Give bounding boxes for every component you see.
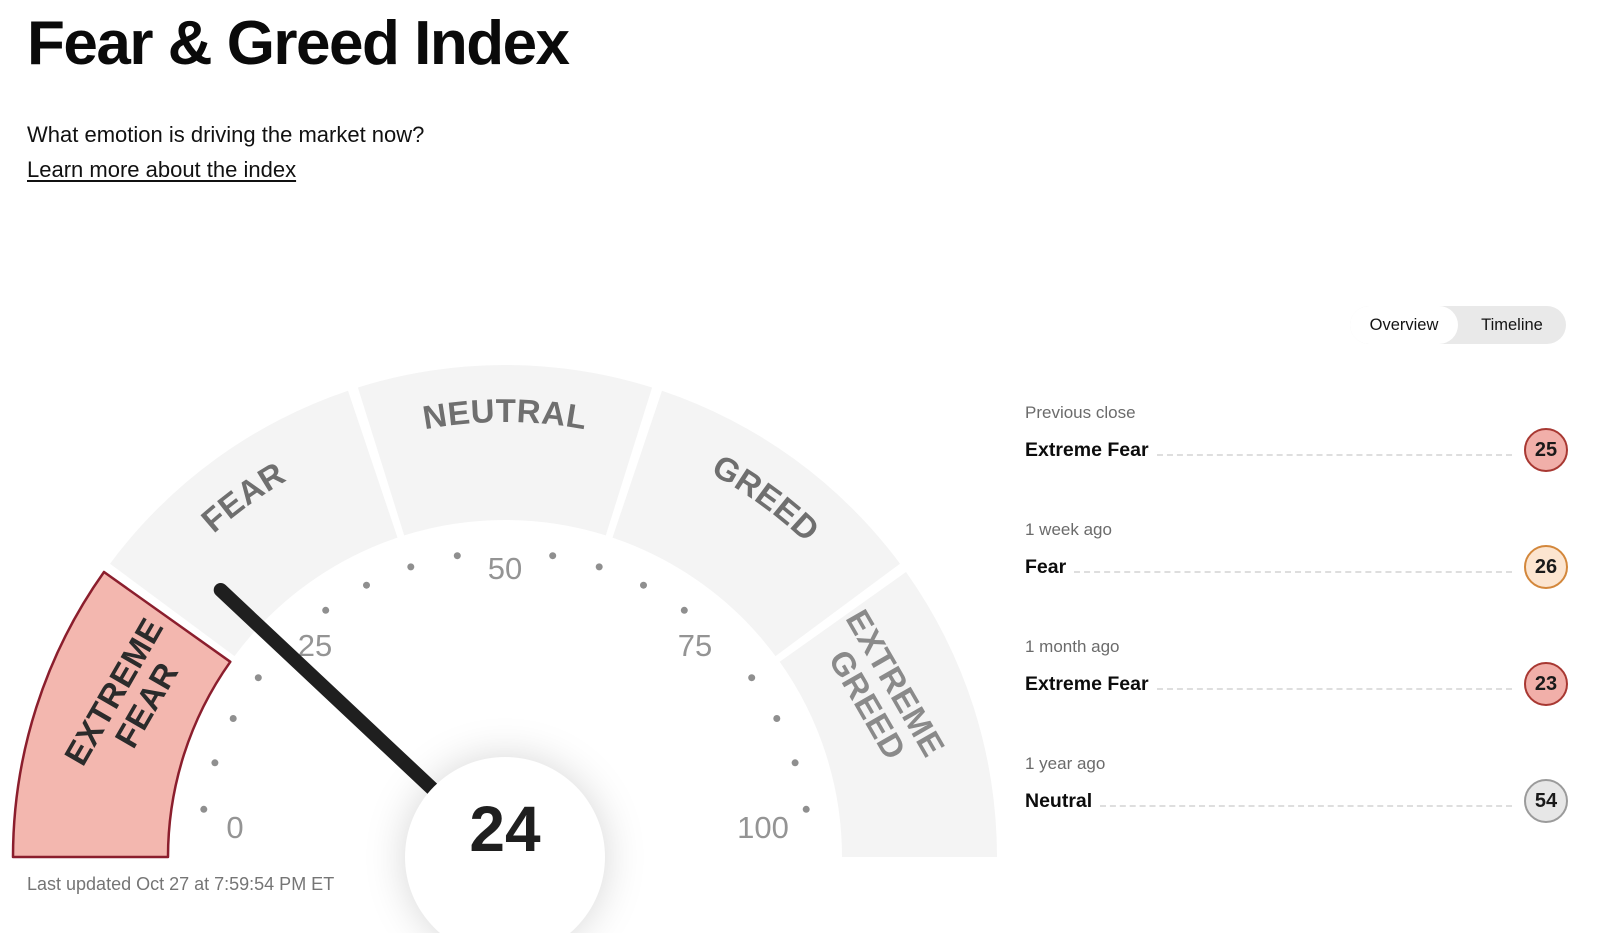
fear-greed-gauge: FEAR NEUTRAL GREED EXTREME FEAR EXTREME … xyxy=(11,364,997,933)
dotted-leader xyxy=(1156,688,1512,690)
dotted-leader xyxy=(1100,805,1512,807)
gauge-segment-extreme-greed xyxy=(779,572,997,857)
tab-timeline[interactable]: Timeline xyxy=(1458,306,1566,344)
gauge-tick-dots xyxy=(200,552,810,813)
gauge-segment-neutral xyxy=(357,364,653,536)
history-period-label: 1 year ago xyxy=(1025,754,1106,773)
history-main-line: Fear 26 xyxy=(1025,545,1568,589)
history-list: Previous close Extreme Fear 25 1 week ago Fe… xyxy=(1025,403,1568,871)
history-sentiment-label: Fear xyxy=(1025,555,1067,578)
page-title: Fear & Greed Index xyxy=(27,9,570,78)
history-period-label: Previous close xyxy=(1025,403,1136,422)
history-period-label: 1 week ago xyxy=(1025,520,1112,539)
gauge-tick-label-50: 50 xyxy=(488,551,522,586)
history-main-line: Extreme Fear 25 xyxy=(1025,428,1568,472)
history-row: 1 year ago Neutral 54 xyxy=(1025,754,1568,823)
history-sentiment-label: Extreme Fear xyxy=(1025,672,1149,695)
view-toggle: Overview Timeline xyxy=(1350,306,1566,344)
gauge-segment-greed xyxy=(612,390,900,657)
history-main-line: Extreme Fear 23 xyxy=(1025,662,1568,706)
page-subtitle: What emotion is driving the market now? xyxy=(27,122,425,147)
history-row: 1 month ago Extreme Fear 23 xyxy=(1025,637,1568,706)
history-sentiment-label: Extreme Fear xyxy=(1025,438,1149,461)
segment-label-neutral: NEUTRAL xyxy=(420,392,590,436)
history-row: 1 week ago Fear 26 xyxy=(1025,520,1568,589)
gauge-segment-fear xyxy=(110,390,398,657)
gauge-tick-label-75: 75 xyxy=(678,628,712,663)
history-sentiment-label: Neutral xyxy=(1025,789,1093,812)
gauge-center-value: 24 xyxy=(469,793,541,865)
history-row: Previous close Extreme Fear 25 xyxy=(1025,403,1568,472)
gauge-hub xyxy=(405,757,605,933)
dotted-leader xyxy=(1156,454,1512,456)
history-period-label: 1 month ago xyxy=(1025,637,1120,656)
gauge-tick-label-0: 0 xyxy=(226,810,243,845)
tab-overview[interactable]: Overview xyxy=(1350,306,1458,344)
history-main-line: Neutral 54 xyxy=(1025,779,1568,823)
history-value-badge: 26 xyxy=(1524,545,1568,589)
history-value-badge: 25 xyxy=(1524,428,1568,472)
last-updated: Last updated Oct 27 at 7:59:54 PM ET xyxy=(27,874,335,894)
history-value-badge: 54 xyxy=(1524,779,1568,823)
gauge-tick-label-25: 25 xyxy=(298,628,332,663)
gauge-segment-extreme-fear xyxy=(11,570,232,859)
gauge-tick-label-100: 100 xyxy=(737,810,789,845)
learn-more-link[interactable]: Learn more about the index xyxy=(27,157,297,182)
history-value-badge: 23 xyxy=(1524,662,1568,706)
dotted-leader xyxy=(1074,571,1512,573)
gauge-band xyxy=(11,364,997,859)
